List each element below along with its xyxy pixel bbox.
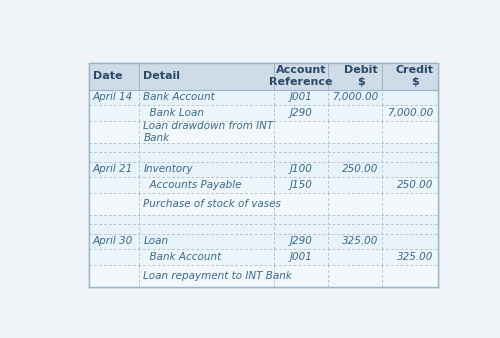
Text: Loan repayment to INT Bank: Loan repayment to INT Bank (144, 271, 292, 281)
Text: Credit
$: Credit $ (396, 65, 434, 87)
Text: Account
Reference: Account Reference (269, 65, 332, 87)
Text: 325.00: 325.00 (398, 252, 434, 262)
Bar (89, 177, 438, 193)
Bar (89, 90, 438, 105)
Bar (89, 162, 438, 177)
Bar (89, 63, 438, 90)
Text: 250.00: 250.00 (342, 164, 378, 174)
Text: Bank Loan: Bank Loan (144, 108, 204, 118)
Text: 325.00: 325.00 (342, 236, 378, 246)
Bar (89, 152, 438, 162)
Text: Inventory: Inventory (144, 164, 193, 174)
Text: Accounts Payable: Accounts Payable (144, 180, 242, 190)
Text: J290: J290 (290, 108, 312, 118)
Text: 7,000.00: 7,000.00 (332, 92, 378, 102)
Text: April 21: April 21 (92, 164, 133, 174)
Bar (89, 249, 438, 265)
Bar (89, 193, 438, 215)
Text: Debit
$: Debit $ (344, 65, 378, 87)
Text: J290: J290 (290, 236, 312, 246)
Text: J100: J100 (290, 164, 312, 174)
Text: April 30: April 30 (92, 236, 133, 246)
Text: 7,000.00: 7,000.00 (388, 108, 434, 118)
Text: Bank Account: Bank Account (144, 92, 215, 102)
Text: Date: Date (92, 71, 122, 81)
Text: Detail: Detail (144, 71, 180, 81)
Bar (89, 63, 438, 287)
Bar (89, 234, 438, 249)
Text: Loan drawdown from INT
Bank: Loan drawdown from INT Bank (144, 121, 274, 143)
Bar (89, 215, 438, 224)
Text: April 14: April 14 (92, 92, 133, 102)
Text: J150: J150 (290, 180, 312, 190)
Bar (89, 224, 438, 234)
Text: J001: J001 (290, 92, 312, 102)
Text: Purchase of stock of vases: Purchase of stock of vases (144, 199, 281, 209)
Bar (89, 121, 438, 143)
Text: J001: J001 (290, 252, 312, 262)
Bar (89, 105, 438, 121)
Bar (89, 143, 438, 152)
Text: 250.00: 250.00 (398, 180, 434, 190)
Bar (89, 265, 438, 287)
Text: Loan: Loan (144, 236, 169, 246)
Text: Bank Account: Bank Account (144, 252, 222, 262)
